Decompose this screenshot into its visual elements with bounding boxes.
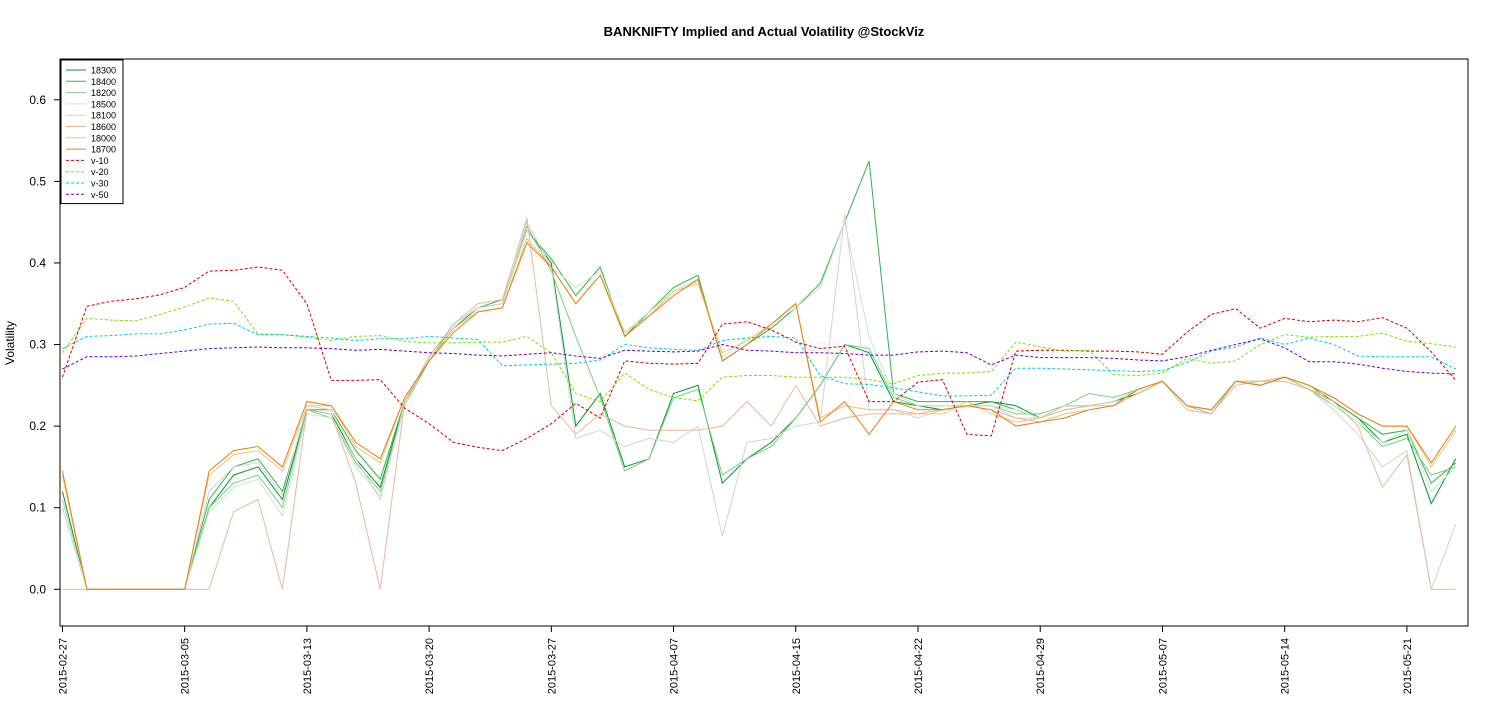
legend-label: v-10	[91, 156, 109, 166]
series-line-v-50	[62, 338, 1456, 375]
series-line-18600	[62, 217, 1456, 590]
y-tick-label: 0.2	[29, 419, 46, 433]
y-tick-label: 0.4	[29, 256, 46, 270]
series-line-v-10	[61, 266, 1457, 452]
legend-label: 18100	[91, 111, 116, 121]
x-tick-label: 2015-05-21	[1402, 638, 1414, 694]
chart-title: BANKNIFTY Implied and Actual Volatility …	[604, 24, 925, 39]
series-line-18300	[61, 229, 1457, 590]
plot-frame	[59, 58, 1469, 627]
series-line-18700	[61, 241, 1457, 590]
series-line-18100	[61, 213, 1457, 592]
x-tick-label: 2015-03-27	[546, 638, 558, 694]
y-tick-label: 0.1	[29, 501, 46, 515]
legend-label: v-30	[91, 179, 109, 189]
legend-label: 18700	[91, 145, 116, 155]
y-tick-label: 0.3	[29, 338, 46, 352]
series-line-18200	[61, 224, 1456, 590]
series-line-18500	[61, 220, 1457, 590]
legend-box	[60, 59, 124, 205]
x-tick-label: 2015-02-27	[57, 638, 69, 694]
legend-label: v-20	[91, 167, 109, 177]
y-tick-label: 0.0	[29, 582, 46, 596]
series-line-v-20	[61, 297, 1456, 403]
x-tick-label: 2015-05-14	[1280, 638, 1292, 694]
x-tick-label: 2015-03-20	[424, 638, 436, 694]
legend-label: 18400	[91, 77, 116, 87]
x-axis: 2015-02-27 2015-03-05 2015-03-13 2015-03-20…	[57, 626, 1414, 694]
x-tick-label: 2015-03-13	[302, 638, 314, 694]
x-tick-label: 2015-03-05	[180, 638, 192, 694]
y-tick-label: 0.6	[29, 93, 46, 107]
x-tick-label: 2015-05-07	[1157, 638, 1169, 694]
legend-label: 18300	[91, 66, 116, 76]
legend-label: 18000	[91, 133, 116, 143]
x-tick-label: 2015-04-15	[791, 638, 803, 694]
y-axis-label: Volatility	[3, 321, 17, 365]
legend-label: v-50	[91, 190, 109, 200]
y-tick-label: 0.5	[29, 174, 46, 188]
x-tick-label: 2015-04-29	[1035, 638, 1047, 694]
legend-label: 18200	[91, 88, 116, 98]
y-axis: 0.0 0.1 0.2 0.3 0.4 0.5 0.6	[29, 93, 60, 596]
series-line-v-30	[62, 322, 1457, 397]
series-lines	[61, 160, 1457, 592]
legend-label: 18600	[91, 122, 116, 132]
x-tick-label: 2015-04-22	[913, 638, 925, 694]
x-tick-label: 2015-04-07	[669, 638, 681, 694]
legend-label: 18500	[91, 99, 116, 109]
